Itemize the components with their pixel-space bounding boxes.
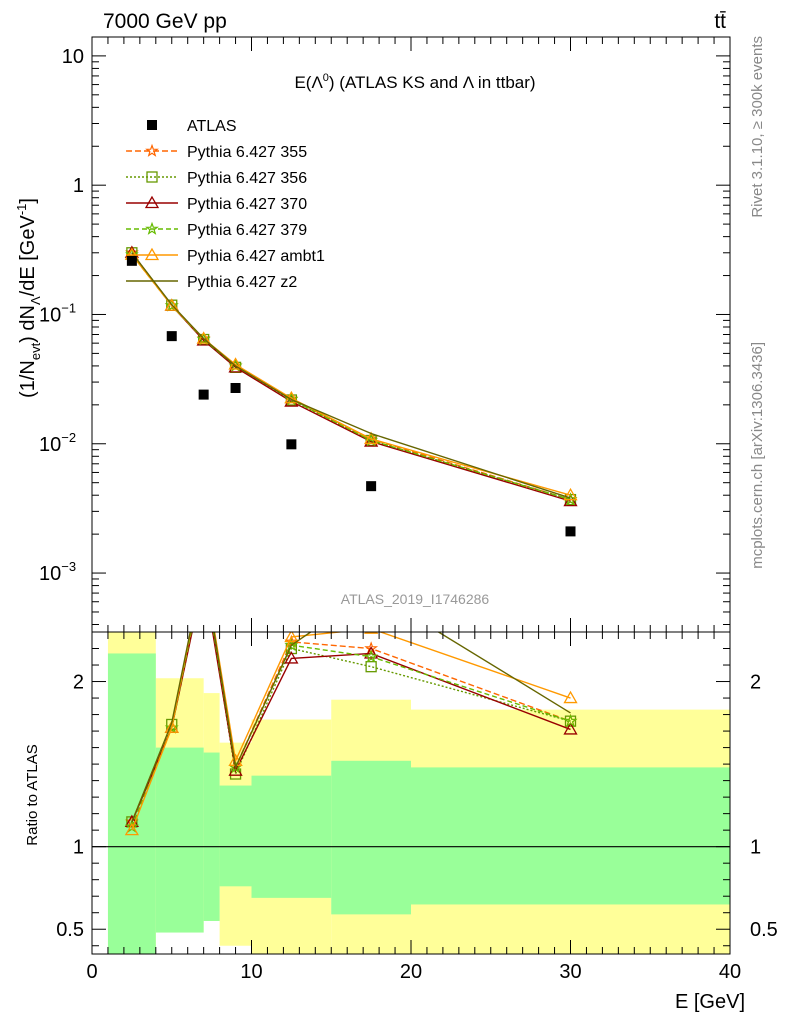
ratio-point-pythia-6-427-ambt1: [164, 720, 179, 733]
legend-label: Pythia 6.427 ambt1: [187, 248, 325, 265]
ratio-point-pythia-6-427-370: [284, 651, 299, 664]
main-y-tick-label: 10−1: [39, 300, 76, 326]
legend-entry-pythia-6-427-379: Pythia 6.427 379: [126, 221, 307, 239]
legend: ATLAS Pythia 6.427 355 Pythia 6.427 356 Pyt…: [126, 118, 325, 291]
legend-marker-atlas: [147, 120, 157, 130]
main-panel: 10−3 10−2 10−1 1 10 E(Λ0) (ATLAS KS and Λ in…: [14, 36, 731, 633]
x-axis-label: E [GeV]: [675, 991, 745, 1013]
main-y-tick-label: 10−2: [39, 430, 76, 456]
main-point-atlas: [166, 331, 177, 342]
ratio-point-pythia-6-427-370: [563, 722, 578, 735]
main-point-pythia-6-427-379: [563, 492, 578, 506]
ratio-y-tick-label-right: 0.5: [750, 919, 778, 941]
rivet-label: Rivet 3.1.10, ≥ 300k events: [749, 36, 766, 218]
legend-entry-pythia-6-427-370: Pythia 6.427 370: [126, 195, 307, 213]
ratio-point-pythia-6-427-ambt1: [364, 632, 379, 634]
ratio-ylabel: Ratio to ATLAS: [24, 744, 41, 845]
ratio-band-green: [155, 747, 204, 933]
main-y-tick-label: 10−3: [39, 559, 76, 585]
x-tick-label: 30: [559, 961, 581, 983]
process-label: tt̄: [714, 10, 726, 33]
main-line-pythia-6-427-z2: [131, 252, 571, 499]
legend-label: Pythia 6.427 379: [187, 222, 307, 239]
ratio-point-pythia-6-427-379: [563, 713, 578, 728]
ratio-band-green: [251, 775, 332, 898]
main-title-superscript: 0: [323, 72, 329, 84]
ratio-y-tick-label-right: 1: [750, 837, 761, 859]
ratio-line-pythia-6-427-z2: [131, 632, 571, 823]
ratio-point-pythia-6-427-370: [364, 646, 379, 659]
main-point-atlas: [366, 481, 377, 492]
legend-entry-atlas: ATLAS: [147, 118, 237, 135]
legend-label: Pythia 6.427 356: [187, 170, 307, 187]
ratio-y-tick-label: 2: [73, 672, 84, 694]
legend-entry-pythia-6-427-ambt1: Pythia 6.427 ambt1: [126, 247, 325, 265]
main-title-suffix: ) (ATLAS KS and Λ in ttbar): [329, 73, 536, 92]
energy-label: 7000 GeV pp: [103, 10, 227, 33]
legend-entry-pythia-6-427-z2: Pythia 6.427 z2: [126, 274, 297, 291]
ratio-y-tick-label: 0.5: [56, 919, 84, 941]
watermark: ATLAS_2019_I1746286: [341, 591, 490, 607]
ratio-point-pythia-6-427-355: [198, 560, 208, 570]
legend-label: ATLAS: [187, 118, 237, 135]
x-tick-label: 40: [719, 961, 741, 983]
main-point-pythia-6-427-379: [196, 332, 211, 346]
main-point-atlas: [565, 526, 576, 537]
legend-entry-pythia-6-427-355: Pythia 6.427 355: [126, 143, 307, 161]
ratio-panel: 0.5 0.51 12 20 10 20 30 40 Ratio to ATLAS E [Ge…: [24, 558, 778, 1013]
ratio-band-green: [331, 760, 411, 915]
ratio-point-pythia-6-427-379: [284, 637, 299, 652]
main-line-pythia-6-427-379: [131, 254, 571, 501]
main-point-pythia-6-427-379: [164, 298, 179, 312]
ratio-band-green: [203, 752, 220, 921]
legend-marker-pythia-6-427-379: [145, 221, 159, 235]
main-point-atlas: [198, 389, 209, 400]
main-point-pythia-6-427-ambt1: [164, 298, 179, 311]
ratio-point-pythia-6-427-ambt1: [284, 632, 299, 643]
legend-marker-pythia-6-427-355: [145, 143, 159, 157]
main-point-atlas: [126, 255, 137, 266]
legend-label: Pythia 6.427 370: [187, 196, 307, 213]
x-tick-label: 10: [240, 961, 262, 983]
ratio-point-pythia-6-427-379: [164, 720, 179, 734]
x-tick-label: 0: [86, 961, 97, 983]
ratio-band-green: [411, 767, 730, 905]
main-point-pythia-6-427-ambt1: [364, 431, 379, 445]
x-tick-label: 20: [400, 961, 422, 983]
ratio-band-green: [107, 653, 156, 954]
main-point-pythia-6-427-ambt1: [196, 331, 211, 344]
ratio-y-tick-label-right: 2: [750, 672, 761, 694]
ratio-point-pythia-6-427-356: [199, 566, 209, 576]
main-point-pythia-6-427-ambt1: [563, 487, 578, 501]
ratio-point-pythia-6-427-379: [364, 649, 379, 663]
main-y-tick-label: 10: [62, 46, 84, 68]
ratio-point-pythia-6-427-ambt1: [124, 822, 139, 836]
ratio-band-green: [219, 785, 252, 887]
ratio-point-pythia-6-427-370: [198, 572, 210, 583]
ratio-point-pythia-6-427-356: [365, 661, 377, 673]
mcplots-label: mcplots.cern.ch [arXiv:1306.3436]: [749, 342, 766, 569]
main-point-atlas: [230, 382, 241, 393]
legend-marker-pythia-6-427-370: [144, 195, 160, 209]
legend-entry-pythia-6-427-356: Pythia 6.427 356: [126, 170, 307, 187]
ratio-point-pythia-6-427-379: [198, 565, 208, 575]
main-y-tick-label: 1: [73, 175, 84, 197]
main-title-prefix: E(Λ: [294, 73, 323, 92]
main-ylabel: (1/Nevt) dNΛ/dE [GeV-1]: [14, 198, 43, 398]
main-point-atlas: [286, 439, 297, 450]
ratio-line-pythia-6-427-ambt1: [131, 632, 571, 831]
ratio-point-pythia-6-427-ambt1: [198, 558, 210, 569]
legend-marker-pythia-6-427-356: [146, 171, 158, 183]
legend-label: Pythia 6.427 z2: [187, 274, 297, 291]
ratio-y-tick-label: 1: [73, 837, 84, 859]
legend-label: Pythia 6.427 355: [187, 144, 307, 161]
ratio-point-pythia-6-427-ambt1: [563, 690, 578, 704]
main-title: E(Λ0) (ATLAS KS and Λ in ttbar): [294, 72, 535, 92]
legend-marker-pythia-6-427-ambt1: [144, 247, 160, 261]
